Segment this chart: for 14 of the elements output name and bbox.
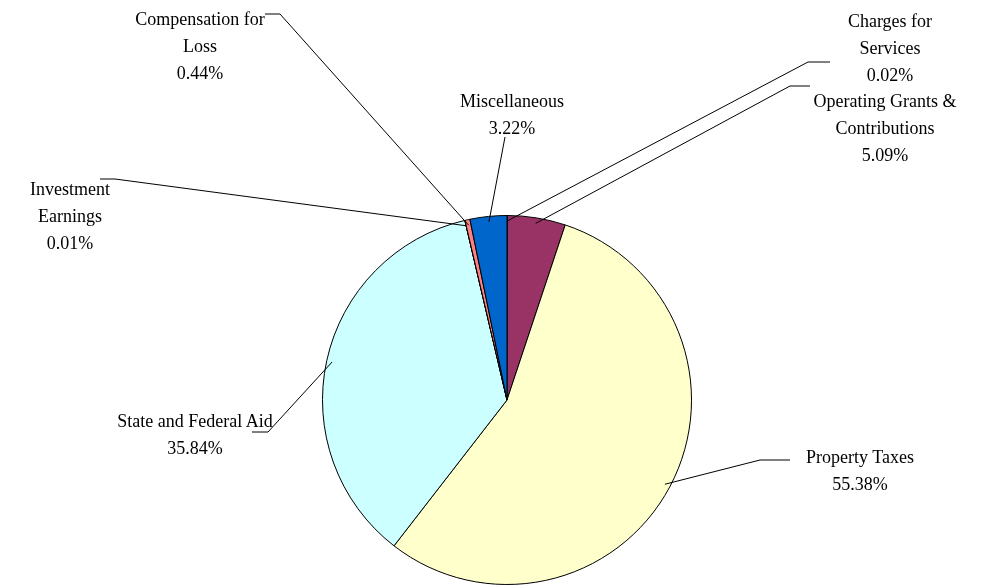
slice-label: Miscellaneous <box>460 90 564 111</box>
data-label: 5.09% <box>861 144 909 165</box>
slice-label: Property Taxes <box>806 446 914 467</box>
data-label: 35.84% <box>167 437 223 458</box>
data-label: 0.44% <box>176 62 224 83</box>
slice-label: Charges for Services <box>847 10 933 58</box>
slice-label: Operating Grants & Contributions <box>813 90 957 138</box>
data-label: 0.01% <box>46 232 94 253</box>
slice-label: State and Federal Aid <box>117 410 273 431</box>
data-label: 55.38% <box>832 473 888 494</box>
data-label: 0.02% <box>866 64 914 85</box>
slice-label: Compensation for Loss <box>135 8 265 56</box>
data-label: 3.22% <box>488 117 536 138</box>
slice-label: Investment Earnings <box>30 178 110 226</box>
